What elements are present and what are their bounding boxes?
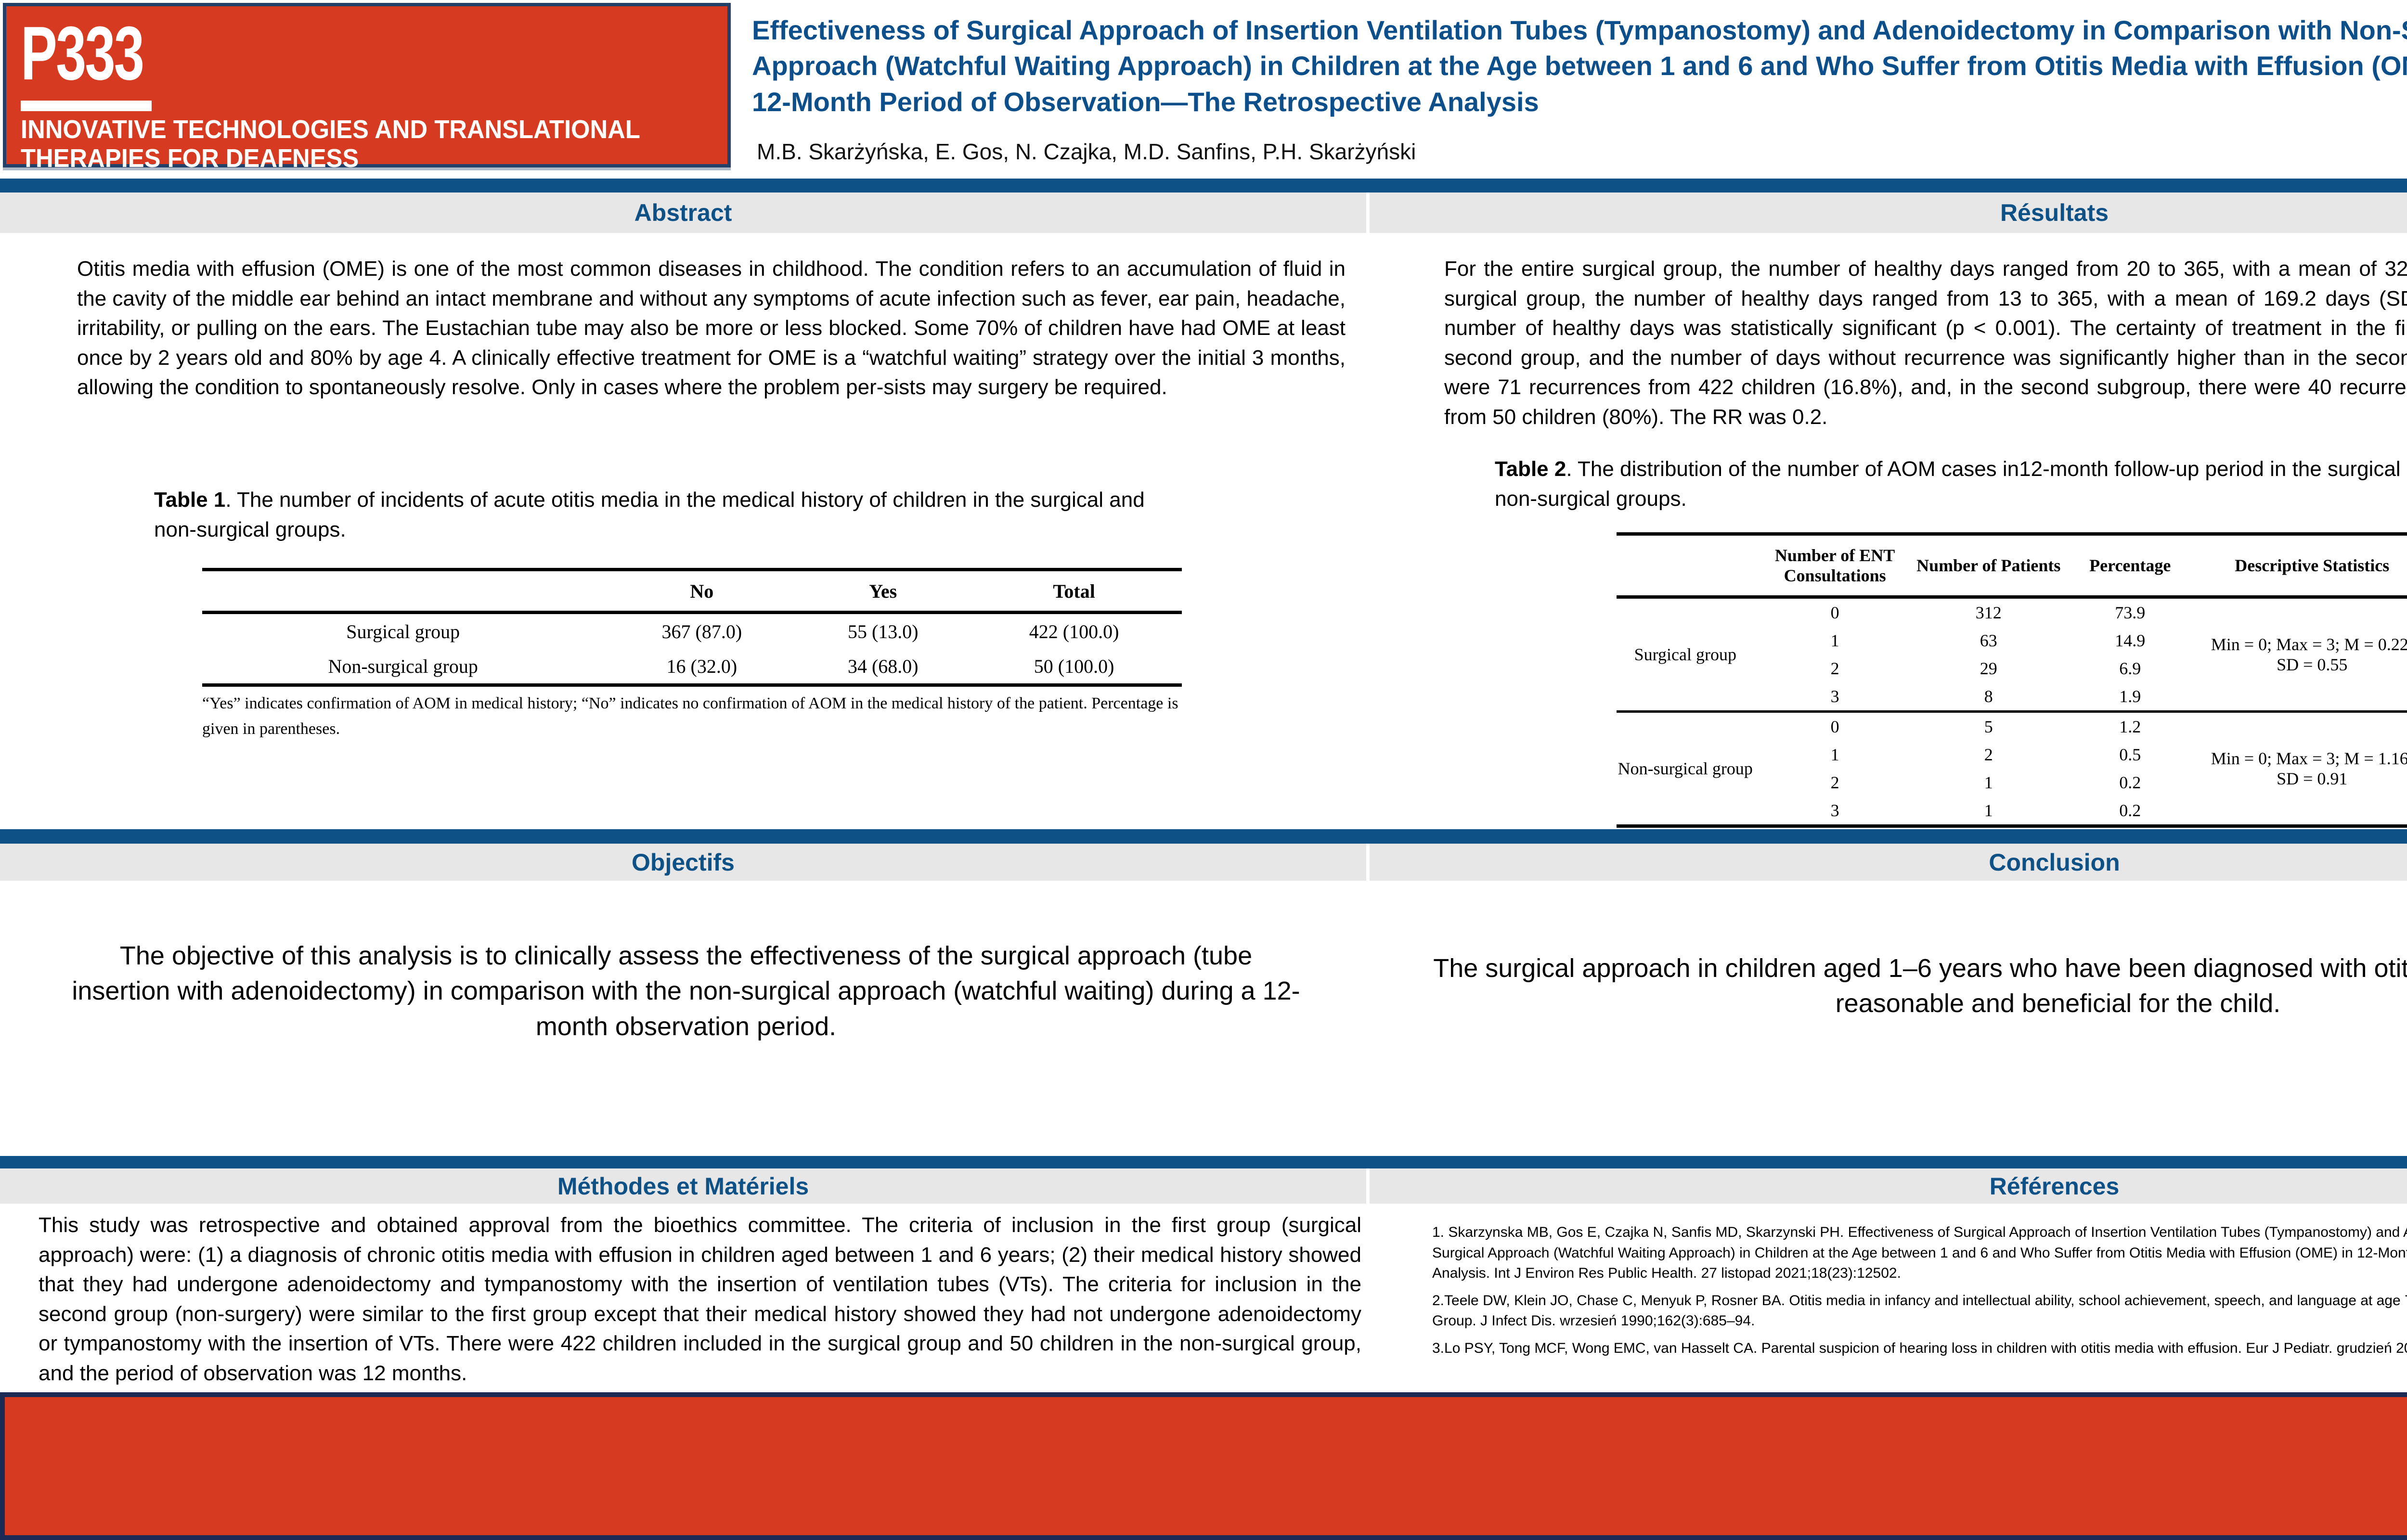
results-heading-cell: Résultats [1370, 192, 2407, 233]
methods-body: This study was retrospective and obtaine… [39, 1213, 1361, 1385]
table1-caption-text: . The number of incidents of acute otiti… [154, 488, 1145, 541]
table-cell: 3 [1830, 687, 1839, 706]
table1-row1-no: 367 (87.0) [661, 620, 742, 642]
table-cell: 2 [1984, 745, 1993, 764]
bottom-red-bar [0, 1392, 2407, 1540]
divider-bar-top [0, 179, 2407, 192]
table2-header-consultations: Number of ENT Consultations [1774, 546, 1895, 585]
session-track-title: INNOVATIVE TECHNOLOGIES AND TRANSLATIONA… [21, 115, 640, 173]
table-cell: 2 [1830, 659, 1839, 678]
list-item: 2.Teele DW, Klein JO, Chase C, Menyuk P,… [1432, 1292, 2407, 1329]
table-row: Surgical group 367 (87.0) 55 (13.0) 422 … [202, 614, 1182, 649]
table1-footnote: “Yes” indicates confirmation of AOM in m… [202, 694, 1178, 738]
conclusion-body: The surgical approach in children aged 1… [1433, 954, 2407, 1018]
table2-nonsurgical-stats-line1: Min = 0; Max = 3; M = 1.16; [2211, 749, 2407, 768]
table-cell: 0 [1830, 603, 1839, 622]
table-cell: 0.2 [2119, 801, 2141, 820]
divider-bar-middle-2 [0, 1156, 2407, 1168]
table2-header-row: Number of ENT Consultations Number of Pa… [1617, 536, 2407, 599]
table-cell: 14.9 [2115, 631, 2146, 650]
objectives-heading-cell: Objectifs [0, 844, 1370, 881]
list-item: 3.Lo PSY, Tong MCF, Wong EMC, van Hassel… [1432, 1340, 2407, 1356]
table1-header-yes: Yes [869, 580, 897, 602]
table1: No Yes Total Surgical group 367 (87.0) 5… [202, 568, 1182, 687]
table-cell: 1 [1830, 631, 1839, 650]
table1-header-row: No Yes Total [202, 571, 1182, 614]
table1-caption: Table 1. The number of incidents of acut… [154, 485, 1189, 544]
table2-caption: Table 2. The distribution of the number … [1495, 454, 2407, 513]
abstract-body: Otitis media with effusion (OME) is one … [77, 257, 1346, 399]
table2-caption-label: Table 2 [1495, 457, 1566, 481]
code-underline [21, 101, 152, 111]
poster-authors: M.B. Skarżyńska, E. Gos, N. Czajka, M.D.… [757, 139, 1416, 164]
table2-caption-text: . The distribution of the number of AOM … [1495, 457, 2407, 511]
table1-row1-yes: 55 (13.0) [847, 620, 919, 642]
table1-row2-total: 50 (100.0) [1034, 655, 1114, 677]
table-cell: 6.9 [2119, 659, 2141, 678]
table-cell: 1.2 [2119, 717, 2141, 736]
table-cell: 312 [1975, 603, 2002, 622]
table2-header-stats: Descriptive Statistics [2235, 556, 2390, 575]
table-cell: 1.9 [2119, 687, 2141, 706]
methods-heading-cell: Méthodes et Matériels [0, 1168, 1370, 1204]
table2-surgical-stats-line1: Min = 0; Max = 3; M = 0.22; [2211, 635, 2407, 654]
objectives-heading: Objectifs [632, 848, 735, 876]
table1-caption-label: Table 1 [154, 488, 226, 512]
poster-code: P333 [21, 11, 144, 96]
conclusion-heading-cell: Conclusion [1370, 844, 2407, 881]
table1-row2-yes: 34 (68.0) [847, 655, 919, 677]
list-item: 1. Skarzynska MB, Gos E, Czajka N, Sanfi… [1432, 1224, 2407, 1282]
table-cell: 8 [1984, 687, 1993, 706]
abstract-heading-cell: Abstract [0, 192, 1370, 233]
table2-surgical-label: Surgical group [1634, 645, 1736, 664]
results-heading: Résultats [2000, 199, 2109, 226]
methods-heading: Méthodes et Matériels [557, 1172, 809, 1200]
table2: Number of ENT Consultations Number of Pa… [1617, 532, 2407, 828]
table1-header-total: Total [1053, 580, 1095, 602]
references-list: 1. Skarzynska MB, Gos E, Czajka N, Sanfi… [1432, 1222, 2407, 1366]
table-cell: 0.5 [2119, 745, 2141, 764]
table2-surgical-stats: Min = 0; Max = 3; M = 0.22; SD = 0.55 [2199, 634, 2407, 675]
section-heading-band-1: Abstract Résultats [0, 192, 2407, 233]
table2-nonsurgical-label: Non-surgical group [1618, 759, 1753, 778]
table-cell: 0.2 [2119, 773, 2141, 792]
table1-row2-no: 16 (32.0) [666, 655, 738, 677]
table-cell: 73.9 [2115, 603, 2146, 622]
references-heading-cell: Références [1370, 1168, 2407, 1204]
table-cell: 1 [1984, 773, 1993, 792]
table1-row1-total: 422 (100.0) [1029, 620, 1119, 642]
abstract-heading: Abstract [634, 199, 732, 226]
table2-surgical-group: Surgical group 0 312 73.9 1 63 14.9 2 29… [1617, 599, 2407, 713]
section-heading-band-3: Méthodes et Matériels Références [0, 1168, 2407, 1204]
table-cell: 63 [1980, 631, 1997, 650]
results-body: For the entire surgical group, the numbe… [1444, 257, 2407, 429]
poster-title: Effectiveness of Surgical Approach of In… [752, 15, 2407, 117]
table2-header-patients: Number of Patients [1916, 556, 2061, 575]
table2-nonsurgical-stats: Min = 0; Max = 3; M = 1.16; SD = 0.91 [2199, 748, 2407, 789]
table-cell: 1 [1984, 801, 1993, 820]
table-row: Non-surgical group 16 (32.0) 34 (68.0) 5… [202, 649, 1182, 683]
divider-bar-middle-1 [0, 829, 2407, 844]
references-heading: Références [1989, 1172, 2120, 1200]
section-heading-band-2: Objectifs Conclusion [0, 844, 2407, 881]
table-cell: 2 [1830, 773, 1839, 792]
table1-row1-label: Surgical group [346, 620, 460, 642]
table-cell: 3 [1830, 801, 1839, 820]
table-cell: 29 [1980, 659, 1997, 678]
objectives-body: The objective of this analysis is to cli… [72, 941, 1300, 1041]
table2-nonsurgical-stats-line2: SD = 0.91 [2277, 769, 2348, 788]
poster-code-box: P333 INNOVATIVE TECHNOLOGIES AND TRANSLA… [3, 3, 731, 173]
conclusion-heading: Conclusion [1989, 848, 2120, 876]
table2-nonsurgical-group: Non-surgical group 0 5 1.2 1 2 0.5 2 1 0… [1617, 713, 2407, 824]
table-cell: 1 [1830, 745, 1839, 764]
table1-row2-label: Non-surgical group [328, 655, 478, 677]
table1-header-no: No [690, 580, 714, 602]
table2-header-percentage: Percentage [2089, 556, 2171, 575]
table-cell: 5 [1984, 717, 1993, 736]
table-cell: 0 [1830, 717, 1839, 736]
table2-surgical-stats-line2: SD = 0.55 [2277, 655, 2348, 674]
